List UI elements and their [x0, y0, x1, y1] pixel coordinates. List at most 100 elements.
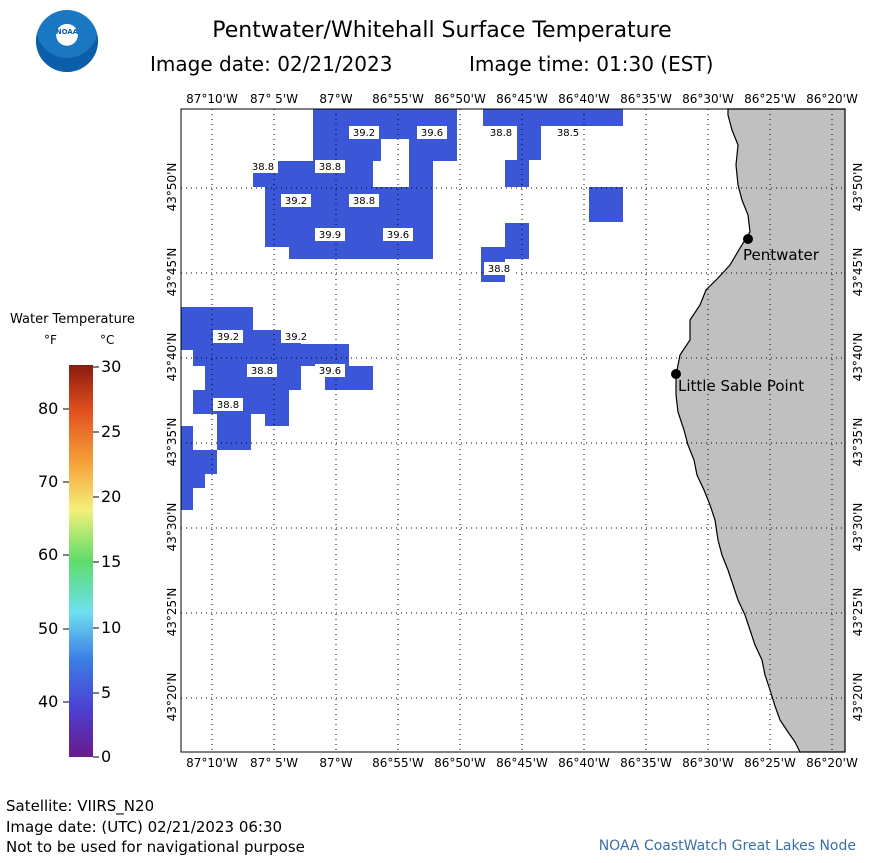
- lat-label: 43°45'N: [165, 247, 179, 297]
- legend-c-tick: 10: [101, 618, 122, 637]
- lon-label: 86°40'W: [558, 92, 610, 106]
- svg-text:38.5: 38.5: [557, 128, 579, 139]
- temp-label: 38.8: [315, 160, 345, 173]
- lon-label: 86°40'W: [558, 756, 610, 770]
- temp-label: 39.2: [349, 126, 379, 139]
- legend-f-tick: 60: [38, 545, 59, 564]
- lat-label: 43°50'N: [165, 162, 179, 212]
- svg-text:39.6: 39.6: [421, 128, 443, 139]
- little-sable-point-marker: [671, 369, 681, 379]
- svg-text:39.9: 39.9: [319, 230, 341, 241]
- svg-text:38.8: 38.8: [319, 162, 341, 173]
- lat-label: 43°30'N: [165, 502, 179, 552]
- svg-text:39.2: 39.2: [285, 332, 307, 343]
- legend-unit-c: °C: [100, 333, 115, 347]
- lon-label: 86°45'W: [496, 756, 548, 770]
- legend-c-tick: 5: [101, 683, 112, 702]
- lat-label: 43°20'N: [851, 672, 865, 722]
- lon-label: 86°50'W: [434, 92, 486, 106]
- legend-c-tick: 0: [101, 747, 112, 766]
- lon-label: 86°30'W: [682, 756, 734, 770]
- lat-label: 43°30'N: [851, 502, 865, 552]
- legend-title: Water Temperature: [10, 312, 135, 327]
- lat-label: 43°50'N: [851, 162, 865, 212]
- legend-f-tick: 50: [38, 619, 59, 638]
- lon-label: 87°10'W: [186, 756, 238, 770]
- temperature-color-bar: [69, 365, 93, 757]
- legend-f-tick: 40: [38, 692, 59, 711]
- map-grid: [181, 109, 845, 752]
- temp-label: 38.8: [213, 398, 243, 411]
- temp-label: 38.8: [486, 126, 516, 139]
- svg-text:38.8: 38.8: [353, 196, 375, 207]
- credit: NOAA CoastWatch Great Lakes Node: [598, 838, 856, 854]
- legend-unit-f: °F: [44, 333, 57, 347]
- temp-label: 39.2: [213, 330, 243, 343]
- temp-label: 38.8: [247, 364, 277, 377]
- temp-label: 39.6: [315, 364, 345, 377]
- lon-label: 86°45'W: [496, 92, 548, 106]
- svg-text:39.6: 39.6: [387, 230, 409, 241]
- utc-date: Image date: (UTC) 02/21/2023 06:30: [6, 818, 283, 836]
- temp-label: 38.5: [553, 126, 583, 139]
- legend-c-tick: 30: [101, 357, 122, 376]
- land-area: [675, 108, 846, 753]
- lon-label: 86°25'W: [744, 756, 796, 770]
- place-label-little-sable-point: Little Sable Point: [678, 377, 804, 395]
- svg-text:39.6: 39.6: [319, 366, 341, 377]
- lat-label: 43°25'N: [165, 587, 179, 637]
- temp-label: 39.6: [417, 126, 447, 139]
- legend-c-tick: 15: [101, 552, 122, 571]
- legend-f-tick: 70: [38, 472, 59, 491]
- lat-label: 43°20'N: [165, 672, 179, 722]
- legend-f-tick: 80: [38, 399, 59, 418]
- legend-ticks: [63, 366, 99, 758]
- temp-label: 39.2: [281, 330, 311, 343]
- lon-label: 86°50'W: [434, 756, 486, 770]
- lat-label: 43°35'N: [851, 417, 865, 467]
- logo-text: NOAA: [55, 28, 79, 36]
- legend-c-tick: 25: [101, 422, 122, 441]
- disclaimer: Not to be used for navigational purpose: [6, 838, 305, 856]
- legend-c-tick: 20: [101, 487, 122, 506]
- svg-text:39.2: 39.2: [353, 128, 375, 139]
- lon-label: 87° 5'W: [250, 756, 298, 770]
- lon-label: 87°10'W: [186, 92, 238, 106]
- lon-label: 87° 5'W: [250, 92, 298, 106]
- temp-label: 39.9: [315, 228, 345, 241]
- place-label-pentwater: Pentwater: [743, 246, 820, 264]
- lat-label: 43°25'N: [851, 587, 865, 637]
- lon-label: 86°25'W: [744, 92, 796, 106]
- temp-label: 39.2: [281, 194, 311, 207]
- svg-text:38.8: 38.8: [488, 264, 510, 275]
- lon-label: 86°55'W: [372, 756, 424, 770]
- page-title: Pentwater/Whitehall Surface Temperature: [212, 18, 672, 43]
- water-temperature-cells: [181, 109, 623, 510]
- temp-label: 38.8: [349, 194, 379, 207]
- lat-label: 43°45'N: [851, 247, 865, 297]
- satellite-info: Satellite: VIIRS_N20: [6, 797, 155, 815]
- pentwater-marker: [743, 234, 753, 244]
- lon-label: 87°W: [319, 92, 353, 106]
- temp-label: 39.6: [383, 228, 413, 241]
- lat-label: 43°40'N: [165, 332, 179, 382]
- lon-label: 86°20'W: [806, 756, 858, 770]
- image-date: Image date: 02/21/2023: [150, 52, 393, 76]
- lon-label: 86°55'W: [372, 92, 424, 106]
- temp-label: 38.8: [484, 262, 514, 275]
- lat-label: 43°40'N: [851, 332, 865, 382]
- lon-label: 86°35'W: [620, 92, 672, 106]
- temp-label: 38.8: [248, 160, 278, 173]
- noaa-logo: NOAA: [36, 10, 98, 72]
- svg-text:38.8: 38.8: [217, 400, 239, 411]
- svg-text:38.8: 38.8: [490, 128, 512, 139]
- lon-label: 86°20'W: [806, 92, 858, 106]
- svg-text:39.2: 39.2: [285, 196, 307, 207]
- svg-text:39.2: 39.2: [217, 332, 239, 343]
- lon-label: 87°W: [319, 756, 353, 770]
- image-time: Image time: 01:30 (EST): [469, 52, 714, 76]
- lon-label: 86°30'W: [682, 92, 734, 106]
- temperature-labels: 39.2 39.6 38.8 38.5 38.8 38.8 39.2 38.8 …: [213, 126, 583, 411]
- lat-label: 43°35'N: [165, 417, 179, 467]
